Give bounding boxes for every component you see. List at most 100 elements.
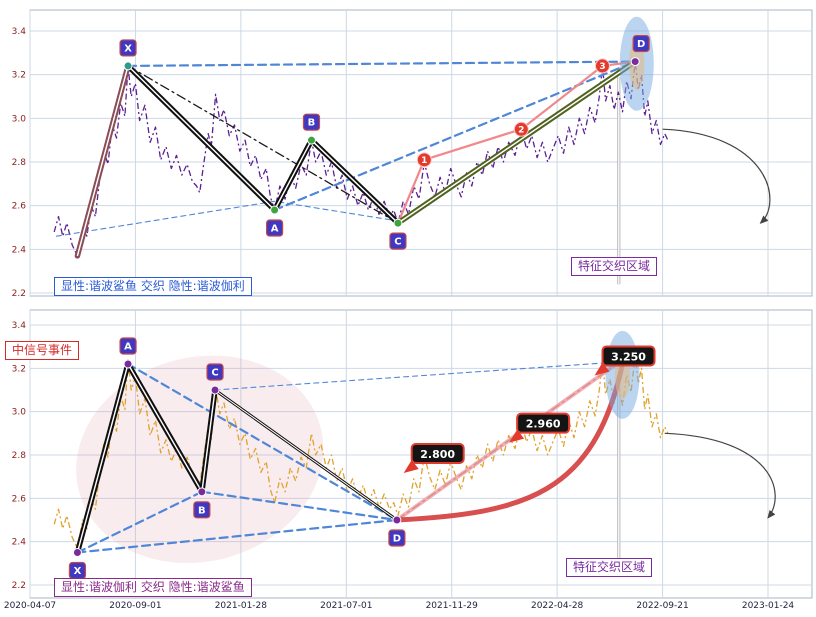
overlay-core xyxy=(127,65,276,211)
overlay-blueDashThin xyxy=(55,200,399,237)
overlay-blueDash xyxy=(76,518,398,554)
pattern-dot-D xyxy=(630,57,640,67)
value-flag-text: 2.960 xyxy=(526,418,561,431)
numbered-marker-3[interactable] xyxy=(594,58,610,74)
pattern-label-text: A xyxy=(124,342,132,353)
overlay-blueDashThin xyxy=(214,361,621,391)
pattern-dot-X xyxy=(123,61,133,71)
pattern-label-A[interactable] xyxy=(119,337,137,355)
x-axis-label: 2021-01-28 xyxy=(215,601,268,611)
pattern-label-C[interactable] xyxy=(389,232,407,250)
overlay-blueDash xyxy=(126,362,398,522)
pattern-label-X[interactable] xyxy=(119,39,137,57)
x-axis-label: 2022-09-21 xyxy=(636,601,688,611)
x-axis-label: 2023-01-24 xyxy=(742,601,795,611)
pattern-label-text: A xyxy=(271,224,279,235)
numbered-marker-text: 2 xyxy=(518,125,524,135)
x-axis-label: 2020-04-07 xyxy=(4,601,56,611)
flag-arrow xyxy=(509,429,525,443)
y-axis-label: 2.2 xyxy=(12,289,26,299)
value-flag-3.250[interactable] xyxy=(601,345,656,367)
overlay-core xyxy=(311,139,399,224)
flag-arrow xyxy=(403,460,419,473)
pattern-label-D[interactable] xyxy=(388,529,406,547)
pattern-label-C[interactable] xyxy=(206,363,224,381)
x-axis-label: 2022-04-28 xyxy=(531,601,584,611)
pattern-label-text: D xyxy=(393,534,401,545)
pattern-dot-X xyxy=(72,548,82,557)
y-axis-label: 3.2 xyxy=(12,71,26,81)
x-axis-label: 2020-09-01 xyxy=(109,601,161,611)
pattern-label-text: D xyxy=(637,39,645,50)
value-flag-2.960[interactable] xyxy=(516,412,571,434)
pattern-label-B[interactable] xyxy=(302,113,321,131)
pattern-region-ellipse xyxy=(76,355,324,564)
y-axis-label: 3.0 xyxy=(12,408,27,418)
pattern-dot-C xyxy=(210,385,220,395)
y-axis-label: 3.0 xyxy=(12,114,27,124)
pattern-label-text: B xyxy=(308,118,316,129)
overlay-blackDashDot xyxy=(127,65,399,224)
x-axis-label: 2021-07-01 xyxy=(320,601,372,611)
value-flag-2.800[interactable] xyxy=(410,443,465,464)
pattern-caption-top: 显性:谐波鲨鱼 交织 隐性:谐波伽利 xyxy=(54,277,252,296)
overlay-core xyxy=(76,65,129,257)
overlay-core xyxy=(397,61,636,224)
overlay-blueDash xyxy=(76,490,203,554)
pattern-label-text: X xyxy=(74,566,82,577)
pattern-dot-A xyxy=(123,359,133,369)
y-axis-label: 2.6 xyxy=(12,494,27,504)
pattern-label-B[interactable] xyxy=(193,501,211,519)
overlay-core xyxy=(214,389,398,521)
numbered-marker-text: 1 xyxy=(421,156,427,166)
price-line xyxy=(53,60,669,257)
overlay-core xyxy=(273,139,313,211)
y-axis-label: 3.4 xyxy=(12,321,27,331)
signal-event-label: 中信号事件 xyxy=(5,341,80,360)
overlay-core xyxy=(127,363,203,493)
y-axis-label: 2.4 xyxy=(12,245,27,255)
pattern-dot-C xyxy=(393,218,403,228)
y-axis-label: 2.4 xyxy=(12,538,27,548)
price-line xyxy=(53,354,669,549)
pattern-dot-D xyxy=(392,515,402,525)
overlay-blueDash xyxy=(126,60,633,67)
numbered-marker-2[interactable] xyxy=(513,121,529,137)
pattern-label-text: X xyxy=(124,43,132,54)
overlay-core xyxy=(201,389,216,492)
overlay-salmonThick xyxy=(394,357,625,522)
y-axis-label: 2.8 xyxy=(12,451,27,461)
pattern-label-text: C xyxy=(211,368,218,379)
y-axis-label: 3.2 xyxy=(12,364,26,374)
overlay-redCurve xyxy=(394,361,625,523)
pattern-label-D[interactable] xyxy=(632,34,650,53)
overlay-core xyxy=(76,363,129,553)
plot-area xyxy=(29,9,813,297)
panel-top: 3.4 3.2 3.0 2.8 2.6 2.4 2.2 1 2 3 X A B C D xyxy=(12,9,813,299)
panel-bottom: 3.4 3.2 3.0 2.8 2.6 2.4 2.2 X A B C D 2.800 2.960 3.25… xyxy=(12,309,813,599)
numbered-marker-text: 3 xyxy=(599,62,605,72)
pattern-label-A[interactable] xyxy=(265,219,284,237)
y-axis-label: 2.8 xyxy=(12,158,27,168)
flow-arrow xyxy=(662,128,771,224)
pattern-label-text: C xyxy=(394,237,401,248)
numbered-marker-1[interactable] xyxy=(416,152,432,168)
pattern-label-text: B xyxy=(198,505,206,516)
y-axis-label: 3.4 xyxy=(12,27,27,37)
y-axis-label: 2.2 xyxy=(12,581,26,591)
zone-label-top: 特征交织区域 xyxy=(571,257,658,276)
value-flag-text: 2.800 xyxy=(420,448,455,461)
zone-label-bottom: 特征交织区域 xyxy=(566,558,653,577)
flow-arrow xyxy=(664,432,776,519)
pattern-dot-B xyxy=(306,135,316,145)
pattern-dot-B xyxy=(197,487,207,497)
y-axis-label: 2.6 xyxy=(12,202,27,212)
value-flag-text: 3.250 xyxy=(611,351,646,364)
flag-arrow xyxy=(594,362,610,376)
pattern-dot-A xyxy=(270,205,280,215)
x-axis-label: 2021-11-29 xyxy=(426,601,479,611)
pattern-caption-bottom: 显性:谐波伽利 交织 隐性:谐波鲨鱼 xyxy=(54,578,252,597)
overlay-blueDash xyxy=(200,490,398,522)
